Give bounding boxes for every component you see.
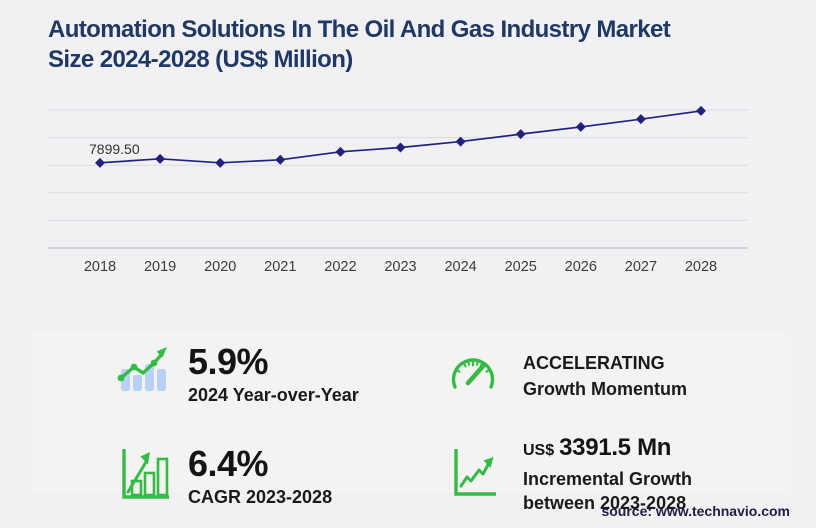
x-axis-label-2028: 2028 — [685, 259, 717, 275]
x-axis-label-2027: 2027 — [625, 259, 657, 275]
data-point-2022 — [335, 146, 346, 157]
x-axis-label-2018: 2018 — [84, 259, 116, 275]
yoy-label: 2024 Year-over-Year — [188, 385, 359, 405]
x-axis-label-2021: 2021 — [264, 259, 296, 275]
cagr-value: 6.4% — [188, 443, 269, 484]
market-size-line-chart: 2018 2019 2020 2021 2022 2023 2024 2025 2026 2027… — [48, 105, 748, 275]
data-point-2028 — [696, 105, 706, 116]
page-title-line2: Size 2024-2028 (US$ Million) — [48, 46, 353, 73]
x-axis-label-2024: 2024 — [444, 259, 476, 275]
data-point-2019 — [155, 153, 166, 164]
data-point-2026 — [575, 121, 586, 132]
x-axis-label-2019: 2019 — [144, 259, 176, 275]
data-point-2023 — [395, 142, 406, 153]
bars-trend-up-icon — [117, 347, 167, 391]
data-point-2020 — [215, 157, 226, 168]
page-title-line1: Automation Solutions In The Oil And Gas … — [48, 16, 671, 43]
data-point-2027 — [635, 114, 646, 125]
data-point-2025 — [515, 129, 526, 140]
x-axis-label-2025: 2025 — [505, 259, 537, 275]
incremental-label-line1: Incremental Growth — [523, 469, 693, 489]
x-axis-label-2020: 2020 — [204, 259, 236, 275]
rising-arrow-chart-icon — [454, 449, 496, 496]
data-point-2018 — [95, 157, 105, 168]
x-axis-label-2023: 2023 — [384, 259, 416, 275]
stats-panel: 5.9% 2024 Year-over-Year ACCELERATING Gr… — [30, 333, 791, 513]
page-title: Automation Solutions In The Oil And Gas … — [48, 15, 671, 75]
momentum-status: ACCELERATING — [523, 353, 665, 373]
data-point-2024 — [455, 136, 466, 147]
incremental-value-row: US$ 3391.5 Mn — [523, 434, 692, 464]
incremental-value: 3391.5 Mn — [559, 434, 672, 461]
x-axis-label-2026: 2026 — [565, 259, 597, 275]
stat-incremental-growth: US$ 3391.5 Mn Incremental Growth between … — [452, 434, 692, 515]
growth-chart-bars-icon — [122, 449, 169, 499]
yoy-value: 5.9% — [188, 341, 269, 382]
cagr-label: CAGR 2023-2028 — [188, 487, 333, 507]
incremental-label-line2: between 2023-2028 — [523, 493, 687, 513]
x-axis-label-2022: 2022 — [324, 259, 356, 275]
first-point-value-label: 7899.50 — [89, 141, 140, 157]
data-point-2021 — [275, 154, 286, 165]
stat-yoy-growth: 5.9% 2024 Year-over-Year — [117, 342, 359, 407]
stat-cagr: 6.4% CAGR 2023-2028 — [119, 444, 332, 509]
momentum-label: Growth Momentum — [523, 379, 687, 399]
source-credit: source: www.technavio.com — [601, 503, 790, 519]
incremental-currency: US$ — [523, 442, 555, 459]
market-size-series-line — [99, 110, 702, 164]
stat-growth-momentum: ACCELERATING Growth Momentum — [448, 350, 687, 402]
speedometer-icon — [451, 358, 495, 389]
